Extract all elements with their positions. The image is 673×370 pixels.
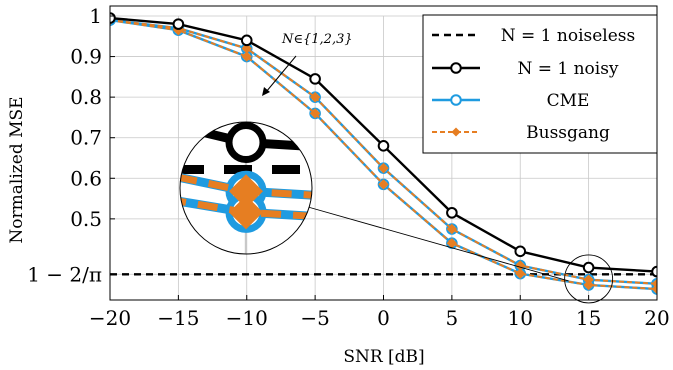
x-tick-label: 5 — [446, 306, 459, 330]
x-tick-label: 20 — [644, 306, 669, 330]
legend-label: N = 1 noiseless — [501, 26, 636, 46]
data-point-bussgang — [241, 51, 252, 62]
legend-box — [422, 14, 658, 154]
x-tick-label: 15 — [576, 306, 601, 330]
zoom-connector — [307, 206, 569, 282]
data-point-noisy — [240, 34, 253, 47]
x-axis-ticks: −20 −15 −10 −5 0 5 10 15 20 — [89, 295, 670, 330]
data-point-noisy — [514, 245, 527, 258]
annotation-arrow — [265, 55, 297, 93]
legend-swatch — [432, 94, 480, 106]
series-clip-group — [110, 12, 657, 295]
data-point-noisy — [651, 265, 657, 278]
y-tick-label: 0.5 — [70, 207, 102, 231]
data-point-noisy — [582, 261, 595, 274]
magnifier-border — [179, 121, 313, 255]
x-tick-label: 10 — [508, 306, 533, 330]
legend-label: Bussgang — [526, 123, 610, 143]
data-point-bussgang — [651, 283, 657, 295]
annotation-group: N∈{1,2,3} — [262, 32, 353, 96]
legend-marker — [450, 62, 462, 74]
legend-label: N = 1 noisy — [517, 59, 618, 79]
magnifier-noisy-marker — [225, 122, 267, 164]
data-point-bussgang — [446, 223, 458, 235]
x-tick-label: −15 — [157, 306, 199, 330]
legend: N = 1 noiseless N = 1 noisy CME Bussgang — [422, 14, 658, 154]
magnifier-inset — [179, 121, 313, 255]
y-tick-label: 0.7 — [70, 126, 102, 150]
magnifier-bussgang-marker — [229, 174, 263, 209]
annotation-arrowhead — [262, 87, 270, 96]
data-point-bussgang — [378, 179, 389, 190]
x-tick-label: 0 — [377, 306, 390, 330]
x-tick-label: −5 — [300, 306, 329, 330]
data-point-bussgang — [515, 268, 526, 279]
zoom-region-circle — [564, 254, 614, 304]
data-point-noisy — [377, 140, 390, 152]
y-tick-label: 0.9 — [70, 45, 102, 69]
data-point-bussgang — [309, 91, 321, 103]
y-axis-ticks: 1 − 2/π 0.5 0.6 0.7 0.8 0.9 1 — [27, 4, 115, 286]
y-tick-label: 1 − 2/π — [27, 262, 102, 286]
magnifier-bussgang-marker — [229, 195, 263, 230]
x-tick-label: −10 — [226, 306, 268, 330]
magnifier-content — [180, 122, 312, 254]
data-point-bussgang — [378, 162, 389, 174]
data-point-noisy — [172, 18, 185, 30]
x-axis-label: SNR [dB] — [343, 347, 424, 367]
legend-swatch — [432, 127, 480, 137]
y-tick-label: 0.8 — [70, 85, 102, 109]
annotation-label: N∈{1,2,3} — [281, 32, 353, 47]
data-point-noisy — [309, 73, 321, 85]
legend-marker — [451, 127, 461, 137]
legend-marker — [450, 94, 462, 106]
x-tick-label: −20 — [89, 306, 131, 330]
y-tick-label: 1 — [89, 4, 102, 28]
data-point-noisy — [446, 206, 458, 219]
data-point-bussgang — [309, 108, 321, 119]
legend-label: CME — [547, 91, 590, 111]
y-tick-label: 0.6 — [70, 166, 102, 190]
y-axis-label: Normalized MSE — [7, 96, 27, 243]
data-point-bussgang — [583, 279, 594, 291]
series-layer — [110, 12, 657, 304]
legend-swatch — [432, 62, 480, 74]
